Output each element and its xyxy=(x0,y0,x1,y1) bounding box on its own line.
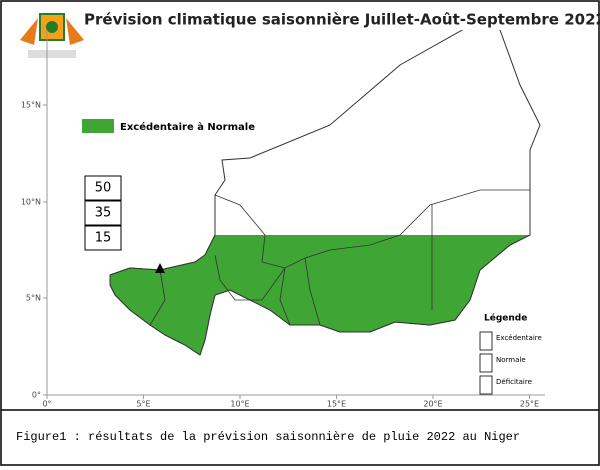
lon-label: 10°E xyxy=(230,400,249,409)
probability-value: 35 xyxy=(95,206,112,221)
probability-cell xyxy=(84,175,122,201)
lon-label: 5°E xyxy=(136,400,150,409)
legend-title: Légende xyxy=(484,313,527,324)
lat-label: 15°N xyxy=(21,101,41,110)
map xyxy=(109,30,541,356)
border xyxy=(214,254,291,326)
location-marker xyxy=(155,263,165,273)
probability-cell xyxy=(84,200,122,226)
legend-box xyxy=(479,375,493,395)
legend-item: Normale xyxy=(496,356,526,364)
lat-label: 0° xyxy=(32,391,41,400)
legend-item: Déficitaire xyxy=(496,378,532,386)
border xyxy=(149,269,166,326)
excedentaire-zone xyxy=(109,235,531,356)
probability-value: 50 xyxy=(95,181,112,196)
legend: Excédentaire Normale Déficitaire xyxy=(479,331,542,395)
title: Prévision climatique saisonnière Juillet… xyxy=(84,11,600,29)
lon-label: 0° xyxy=(42,400,51,409)
lon-label: 15°E xyxy=(327,400,346,409)
border xyxy=(304,257,321,326)
emblem xyxy=(18,8,88,63)
probability-cell xyxy=(84,225,122,251)
legend-box xyxy=(479,353,493,373)
lon-label: 20°E xyxy=(423,400,442,409)
lon-ticks: 0° 5°E 10°E 15°E 20°E 25°E xyxy=(42,395,539,409)
border xyxy=(214,189,530,269)
lat-ticks: 15°N 10°N 5°N 0° xyxy=(21,101,47,400)
emblem-ribbon xyxy=(28,50,76,58)
legend-item: Excédentaire xyxy=(496,334,542,342)
lat-label: 5°N xyxy=(26,294,41,303)
lon-label: 25°E xyxy=(520,400,539,409)
map-legend-label: Excédentaire à Normale xyxy=(120,121,255,133)
probability-value: 15 xyxy=(95,231,112,246)
emblem-sun xyxy=(46,21,58,33)
probability-box: 50 35 15 xyxy=(84,175,122,251)
caption: Figure1 : résultats de la prévision sais… xyxy=(16,430,520,444)
emblem-flags xyxy=(20,18,84,45)
lat-label: 10°N xyxy=(21,198,41,207)
legend-swatch xyxy=(82,119,114,133)
legend-box xyxy=(479,331,493,351)
